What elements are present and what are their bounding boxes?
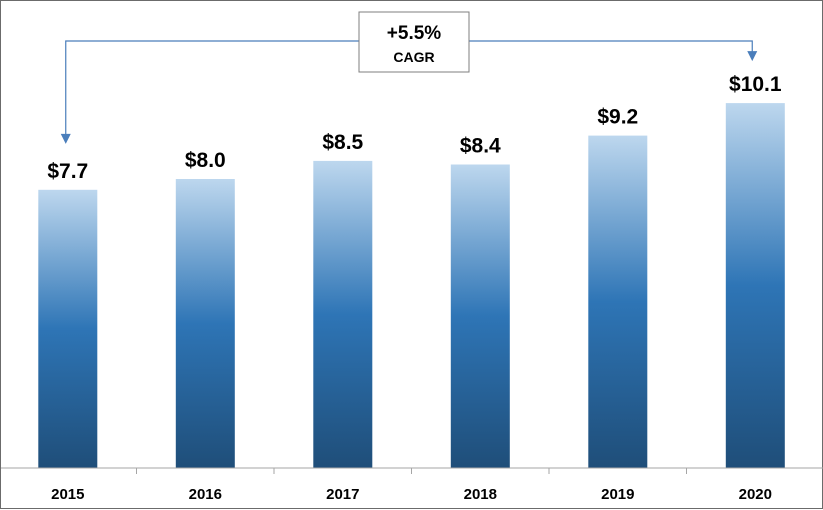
bar-2017: [313, 160, 373, 468]
x-tick-label-2016: 2016: [189, 486, 222, 503]
bar-2018: [450, 164, 510, 468]
cagr-value: +5.5%: [387, 23, 442, 44]
x-tick-label-2015: 2015: [51, 486, 84, 503]
x-tick-label-2020: 2020: [739, 486, 772, 503]
bar-2020: [725, 103, 785, 468]
data-label-2019: $9.2: [597, 106, 638, 129]
arrowhead-end: [747, 51, 758, 62]
x-tick-label-2018: 2018: [464, 486, 497, 503]
data-label-2016: $8.0: [185, 149, 226, 172]
bar-2019: [588, 135, 648, 468]
data-label-2017: $8.5: [322, 131, 363, 154]
arrowhead-start: [60, 133, 71, 144]
data-label-2018: $8.4: [460, 135, 501, 158]
bar-2016: [175, 179, 235, 468]
data-label-2020: $10.1: [729, 73, 782, 96]
cagr-label: CAGR: [393, 49, 434, 65]
data-label-2015: $7.7: [47, 160, 88, 183]
bar-2015: [38, 189, 98, 469]
cagr-callout-box: [358, 11, 470, 73]
x-tick-label-2019: 2019: [601, 486, 634, 503]
x-tick-label-2017: 2017: [326, 486, 359, 503]
